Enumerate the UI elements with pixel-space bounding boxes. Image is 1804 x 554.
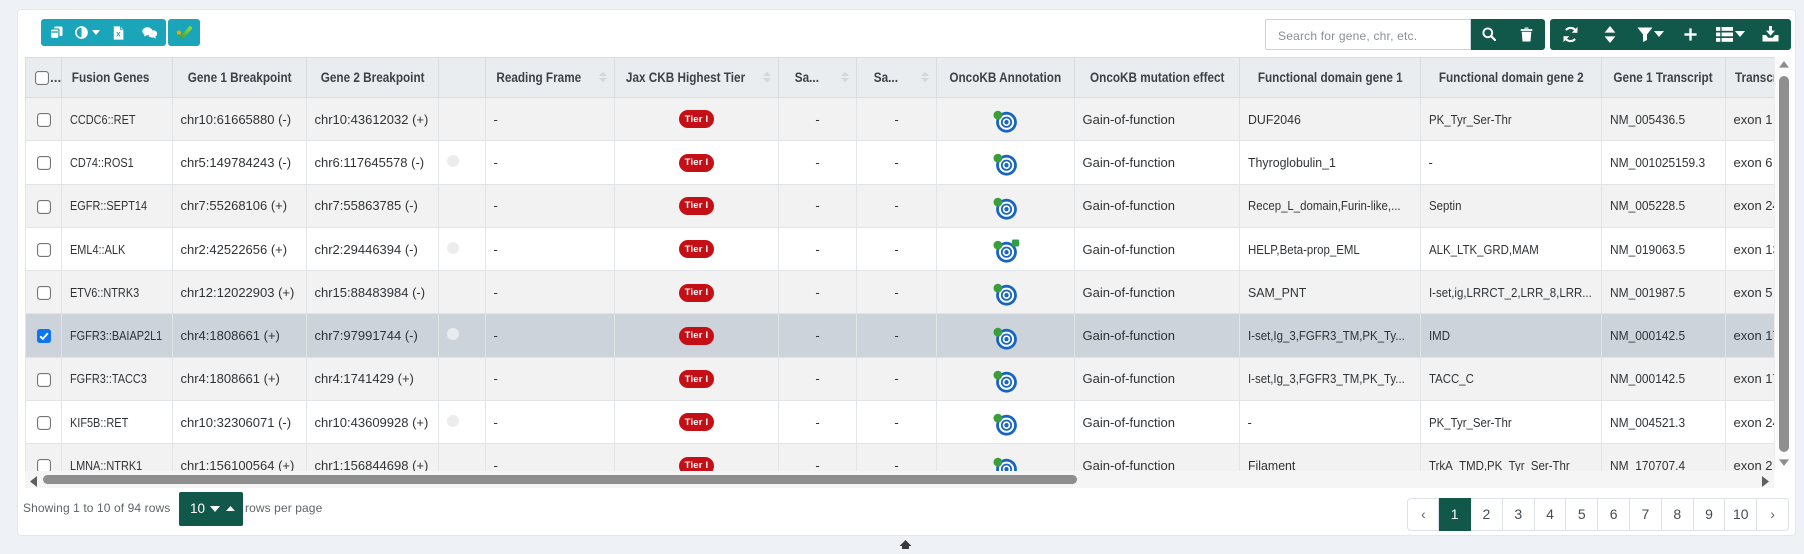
svg-text:x: x bbox=[116, 29, 121, 38]
